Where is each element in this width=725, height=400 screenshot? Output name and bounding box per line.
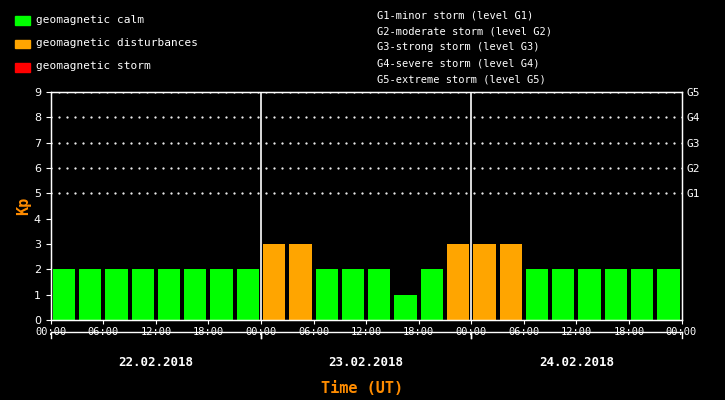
Bar xyxy=(420,269,443,320)
Bar xyxy=(158,269,181,320)
Bar xyxy=(631,269,653,320)
Bar xyxy=(552,269,574,320)
Text: 22.02.2018: 22.02.2018 xyxy=(118,356,194,369)
Y-axis label: Kp: Kp xyxy=(16,197,31,215)
Bar xyxy=(447,244,469,320)
Text: G3-strong storm (level G3): G3-strong storm (level G3) xyxy=(377,42,539,52)
Text: G4-severe storm (level G4): G4-severe storm (level G4) xyxy=(377,58,539,68)
Text: 23.02.2018: 23.02.2018 xyxy=(328,356,404,369)
Bar xyxy=(184,269,207,320)
Bar xyxy=(105,269,128,320)
Bar xyxy=(53,269,75,320)
Text: geomagnetic storm: geomagnetic storm xyxy=(36,61,151,71)
Bar xyxy=(657,269,679,320)
Text: G1-minor storm (level G1): G1-minor storm (level G1) xyxy=(377,10,534,20)
Bar xyxy=(210,269,233,320)
Bar xyxy=(289,244,312,320)
Bar xyxy=(526,269,548,320)
Bar xyxy=(500,244,522,320)
Text: geomagnetic calm: geomagnetic calm xyxy=(36,15,144,25)
Text: geomagnetic disturbances: geomagnetic disturbances xyxy=(36,38,198,48)
Bar xyxy=(368,269,391,320)
Text: Time (UT): Time (UT) xyxy=(321,381,404,396)
Bar xyxy=(263,244,286,320)
Bar xyxy=(473,244,496,320)
Bar xyxy=(605,269,627,320)
Bar xyxy=(579,269,601,320)
Bar xyxy=(394,295,417,320)
Text: G5-extreme storm (level G5): G5-extreme storm (level G5) xyxy=(377,74,546,84)
Bar xyxy=(315,269,338,320)
Bar xyxy=(131,269,154,320)
Text: 24.02.2018: 24.02.2018 xyxy=(539,356,614,369)
Bar xyxy=(79,269,102,320)
Text: G2-moderate storm (level G2): G2-moderate storm (level G2) xyxy=(377,26,552,36)
Bar xyxy=(236,269,259,320)
Bar xyxy=(341,269,364,320)
